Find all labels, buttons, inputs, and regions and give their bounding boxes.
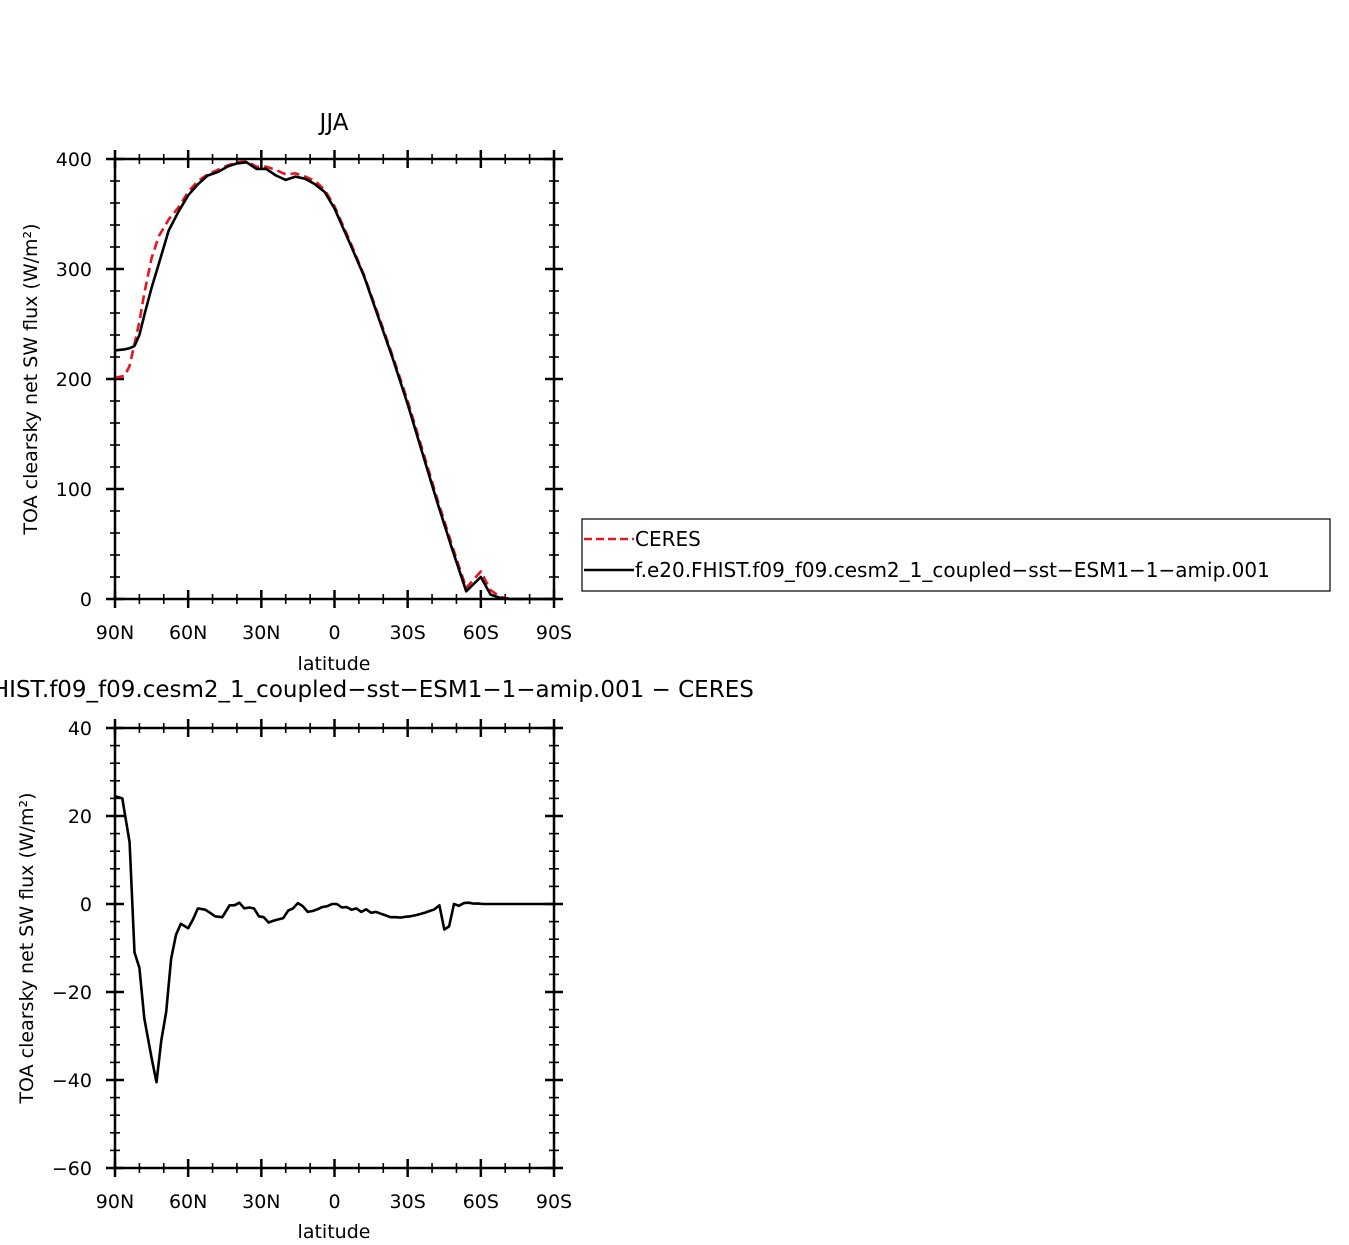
top-panel: JJA TOA clearsky net SW flux (W/m²) lati… [20,110,572,675]
top-x-axis-label: latitude [298,653,371,675]
top-y-tick-label: 100 [56,479,92,501]
top-x-tick-label: 90S [536,622,572,644]
bottom-x-tick-label: 30N [242,1191,280,1213]
bottom-y-tick-label: 20 [68,806,92,828]
bottom-x-tick-label: 0 [328,1191,340,1213]
legend-ceres-label: CERES [635,527,701,551]
top-x-tick-label: 60S [463,622,499,644]
bottom-panel: f.e20.FHIST.f09_f09.cesm2_1_coupled−sst−… [0,677,754,1243]
top-y-tick-label: 400 [56,149,92,171]
bottom-y-tick-label: −40 [52,1070,92,1092]
bottom-y-tick-label: −20 [52,982,92,1004]
top-y-axis-label: TOA clearsky net SW flux (W/m²) [20,223,42,535]
top-x-tick-label: 90N [96,622,134,644]
bottom-plot-frame [113,726,556,1170]
top-plot-frame [113,157,556,601]
top-panel-title: JJA [318,110,349,136]
top-x-tick-label: 30S [390,622,426,644]
bottom-tick-labels: 90N 60N 30N 0 30S 60S 90S −60 −40 −20 0 20 40 [52,718,572,1213]
bottom-x-tick-label: 60N [169,1191,207,1213]
bottom-x-tick-label: 90S [536,1191,572,1213]
top-x-tick-label: 60N [169,622,207,644]
bottom-x-axis-label: latitude [298,1221,371,1243]
bottom-y-tick-label: −60 [52,1158,92,1180]
bottom-y-axis-label: TOA clearsky net SW flux (W/m²) [16,792,38,1104]
top-series-line-ceres [114,159,554,601]
bottom-panel-title: f.e20.FHIST.f09_f09.cesm2_1_coupled−sst−… [0,677,754,703]
bottom-x-tick-label: 90N [96,1191,134,1213]
top-y-tick-label: 300 [56,259,92,281]
top-y-tick-label: 0 [80,589,92,611]
bottom-series-lines [114,794,554,1084]
top-series-lines [114,159,554,601]
bottom-y-tick-label: 0 [80,894,92,916]
bottom-x-tick-label: 30S [390,1191,426,1213]
top-x-tick-label: 30N [242,622,280,644]
bottom-x-tick-label: 60S [463,1191,499,1213]
top-tick-labels: 90N 60N 30N 0 30S 60S 90S 0 100 200 300 400 [56,149,572,644]
legend-box [581,518,1331,592]
legend-model-label: f.e20.FHIST.f09_f09.cesm2_1_coupled−sst−… [635,558,1270,582]
top-y-tick-label: 200 [56,369,92,391]
bottom-series-line-model [114,794,554,1084]
bottom-y-tick-label: 40 [68,718,92,740]
legend: CERES f.e20.FHIST.f09_f09.cesm2_1_couple… [581,518,1331,592]
top-series-line-model [114,161,554,601]
top-x-tick-label: 0 [328,622,340,644]
